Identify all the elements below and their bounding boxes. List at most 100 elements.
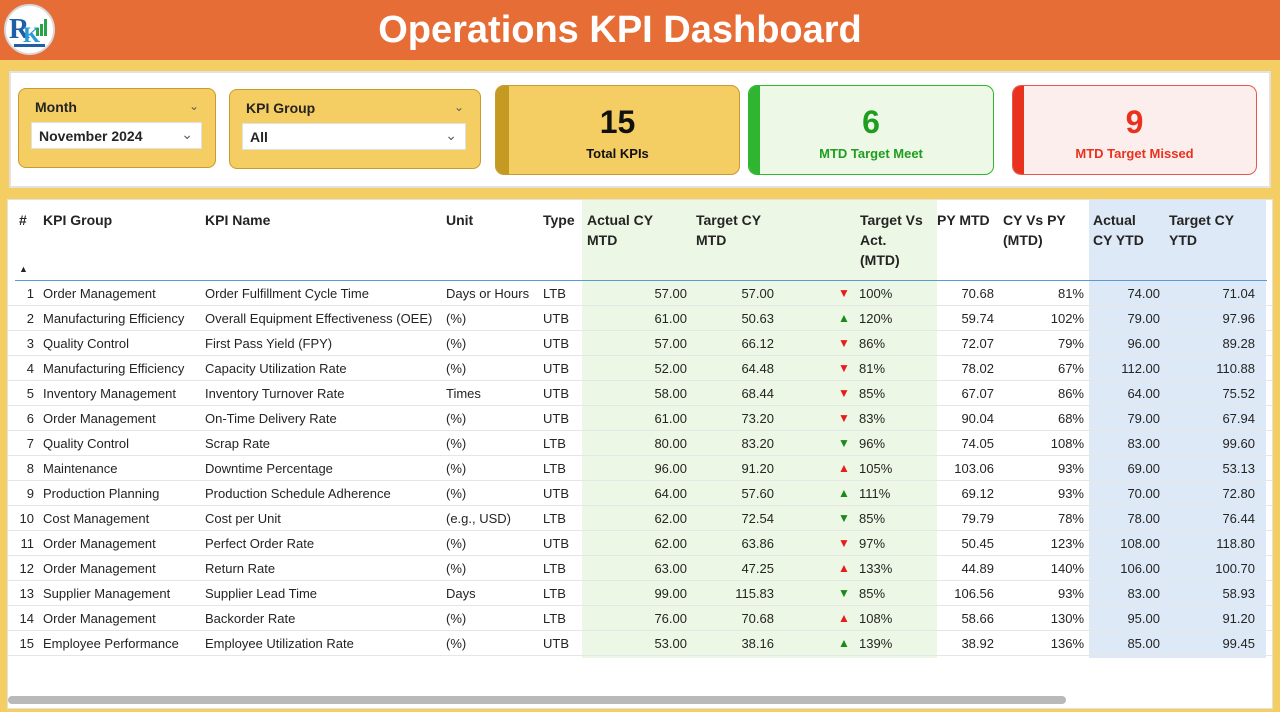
card-accent-bar	[749, 86, 760, 174]
col-header-target-vs-act[interactable]: Target Vs Act. (MTD)	[860, 210, 923, 270]
header-line: CY YTD	[1093, 232, 1144, 248]
cell-actual-mtd: 61.00	[654, 411, 687, 426]
cell-target-ytd: 110.88	[1216, 361, 1255, 376]
table-row[interactable]: 12 Order Management Return Rate (%) LTB 63.00…	[8, 556, 1272, 581]
table-row[interactable]: 9 Production Planning Production Schedule …	[8, 481, 1272, 506]
cell-tva: 139%	[859, 636, 893, 651]
cell-num: 13	[19, 586, 34, 601]
col-header-target-cy-mtd[interactable]: Target CY MTD	[696, 210, 761, 250]
cell-actual-ytd: 79.00	[1127, 311, 1160, 326]
table-row[interactable]: 3 Quality Control First Pass Yield (FPY) (%…	[8, 331, 1272, 356]
table-row[interactable]: 8 Maintenance Downtime Percentage (%) LTB 96.…	[8, 456, 1272, 481]
cell-py-mtd: 90.04	[961, 411, 994, 426]
kpi-group-dropdown[interactable]: All ⌄	[242, 123, 466, 150]
header-line: YTD	[1169, 232, 1197, 248]
triangle-up-icon: ▲	[838, 486, 850, 500]
month-slicer-label: Month	[35, 99, 77, 115]
cell-num: 4	[26, 361, 34, 376]
cell-target-ytd: 72.80	[1222, 486, 1255, 501]
col-header-type[interactable]: Type	[543, 212, 575, 228]
cell-unit: Times	[446, 386, 481, 401]
cell-group: Employee Performance	[43, 636, 179, 651]
col-header-num[interactable]: #	[19, 212, 27, 228]
cell-type: UTB	[543, 311, 569, 326]
table-row[interactable]: 11 Order Management Perfect Order Rate (%) U…	[8, 531, 1272, 556]
cell-target-ytd: 91.20	[1222, 611, 1255, 626]
header-line: Target Vs	[860, 212, 923, 228]
cell-target-ytd: 75.52	[1222, 386, 1255, 401]
cell-tva: 111%	[859, 486, 891, 501]
cell-target-mtd: 38.16	[741, 636, 774, 651]
cell-num: 15	[19, 636, 34, 651]
table-row[interactable]: 1 Order Management Order Fulfillment Cycle…	[8, 281, 1272, 306]
table-row[interactable]: 5 Inventory Management Inventory Turnover …	[8, 381, 1272, 406]
ytd-column-band	[1089, 200, 1266, 658]
cell-num: 3	[26, 336, 34, 351]
chevron-down-icon[interactable]: ⌄	[181, 126, 193, 142]
table-row[interactable]: 2 Manufacturing Efficiency Overall Equipme…	[8, 306, 1272, 331]
table-row[interactable]: 4 Manufacturing Efficiency Capacity Utiliz…	[8, 356, 1272, 381]
triangle-up-icon: ▲	[838, 461, 850, 475]
cell-unit: (%)	[446, 636, 467, 651]
table-row[interactable]: 7 Quality Control Scrap Rate (%) LTB 80.00 83.…	[8, 431, 1272, 456]
horizontal-scrollbar[interactable]	[8, 696, 1066, 704]
col-header-actual-cy-mtd[interactable]: Actual CY MTD	[587, 210, 653, 250]
cell-type: UTB	[543, 636, 569, 651]
table-row[interactable]: 6 Order Management On-Time Delivery Rate (%…	[8, 406, 1272, 431]
kpi-group-slicer[interactable]: KPI Group ⌄ All ⌄	[229, 89, 481, 169]
cell-py-mtd: 78.02	[961, 361, 994, 376]
col-header-target-cy-ytd[interactable]: Target CY YTD	[1169, 210, 1234, 250]
cell-cyvpy: 102%	[1050, 311, 1084, 326]
header-bar: R K Operations KPI Dashboard	[0, 0, 1280, 60]
cell-name: Overall Equipment Effectiveness (OEE)	[205, 311, 433, 326]
col-header-py-mtd[interactable]: PY MTD	[937, 212, 990, 228]
cell-actual-ytd: 64.00	[1127, 386, 1160, 401]
kpi-table[interactable]: # ▲ KPI Group KPI Name Unit Type Actual …	[7, 199, 1273, 709]
chevron-down-icon[interactable]: ⌄	[453, 100, 464, 114]
chevron-down-icon[interactable]: ⌄	[188, 99, 199, 113]
cell-cyvpy: 108%	[1050, 436, 1084, 451]
cell-tva: 86%	[859, 336, 886, 351]
cell-name: Production Schedule Adherence	[205, 486, 391, 501]
table-row[interactable]: 10 Cost Management Cost per Unit (e.g., USD…	[8, 506, 1272, 531]
cell-name: Cost per Unit	[205, 511, 281, 526]
col-header-unit[interactable]: Unit	[446, 212, 474, 228]
cell-name: Order Fulfillment Cycle Time	[205, 286, 369, 301]
cell-group: Order Management	[43, 411, 156, 426]
cell-actual-ytd: 108.00	[1120, 536, 1160, 551]
month-slicer[interactable]: Month ⌄ November 2024 ⌄	[18, 88, 216, 168]
sort-ascending-icon[interactable]: ▲	[19, 264, 28, 274]
cell-actual-mtd: 62.00	[654, 511, 687, 526]
cell-group: Order Management	[43, 286, 156, 301]
cell-unit: (%)	[446, 311, 467, 326]
cell-target-mtd: 57.60	[741, 486, 774, 501]
col-header-kpi-group[interactable]: KPI Group	[43, 212, 113, 228]
cell-unit: (%)	[446, 611, 467, 626]
col-header-cy-vs-py[interactable]: CY Vs PY (MTD)	[1003, 210, 1066, 250]
table-row[interactable]: 15 Employee Performance Employee Utilizati…	[8, 631, 1272, 656]
table-row[interactable]: 13 Supplier Management Supplier Lead Time D…	[8, 581, 1272, 606]
cell-actual-ytd: 74.00	[1127, 286, 1160, 301]
svg-text:R: R	[9, 14, 30, 45]
cell-actual-mtd: 96.00	[654, 461, 687, 476]
month-dropdown[interactable]: November 2024 ⌄	[31, 122, 202, 149]
cell-name: First Pass Yield (FPY)	[205, 336, 333, 351]
cell-unit: Days	[446, 586, 476, 601]
cell-group: Cost Management	[43, 511, 150, 526]
cell-target-ytd: 100.70	[1215, 561, 1255, 576]
table-row[interactable]: 14 Order Management Backorder Rate (%) LTB 76…	[8, 606, 1272, 631]
mtd-target-meet-card: 6 MTD Target Meet	[748, 85, 994, 175]
col-header-actual-cy-ytd[interactable]: Actual CY YTD	[1093, 210, 1144, 250]
cell-actual-ytd: 83.00	[1127, 586, 1160, 601]
header-line: Actual	[1093, 212, 1136, 228]
cell-target-mtd: 68.44	[741, 386, 774, 401]
chevron-down-icon[interactable]: ⌄	[445, 127, 457, 143]
svg-text:K: K	[23, 22, 40, 47]
triangle-down-icon: ▼	[838, 436, 850, 450]
col-header-kpi-name[interactable]: KPI Name	[205, 212, 271, 228]
cell-tva: 81%	[859, 361, 886, 376]
cell-unit: (%)	[446, 361, 467, 376]
cell-type: UTB	[543, 336, 569, 351]
cell-target-mtd: 63.86	[741, 536, 774, 551]
cell-py-mtd: 58.66	[961, 611, 994, 626]
